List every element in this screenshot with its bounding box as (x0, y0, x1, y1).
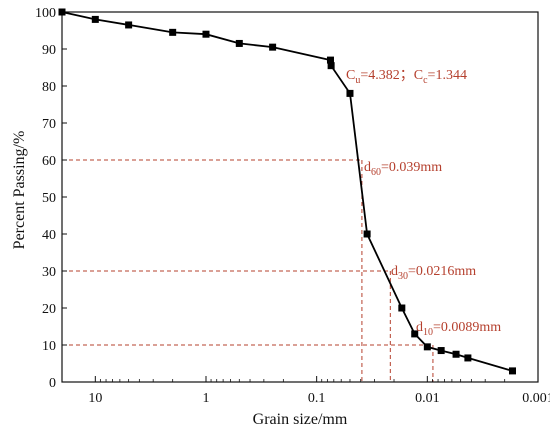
data-point (91, 15, 99, 23)
y-tick-label: 70 (42, 117, 56, 132)
y-tick-label: 60 (42, 154, 56, 169)
d60-subscript: 60 (371, 167, 381, 178)
cc-symbol: C (414, 68, 423, 83)
data-point (202, 30, 210, 38)
y-tick-label: 80 (42, 80, 56, 95)
x-tick-label: 10 (88, 391, 102, 406)
data-point (346, 89, 354, 97)
d60-symbol: d (364, 160, 371, 175)
data-point (398, 304, 406, 312)
data-point (411, 330, 419, 338)
coefficients-separator: ； (400, 68, 414, 83)
d10-annotation: d10=0.0089mm (416, 320, 501, 338)
d30-symbol: d (391, 264, 398, 279)
d10-subscript: 10 (423, 327, 433, 338)
data-point (437, 347, 445, 355)
data-point (363, 230, 371, 238)
d60-value: =0.039mm (381, 160, 442, 175)
x-tick-label: 1 (202, 391, 209, 406)
cu-symbol: C (346, 68, 355, 83)
x-tick-label: 0.001 (522, 391, 550, 406)
d10-value: =0.0089mm (433, 320, 501, 335)
cc-value: =1.344 (428, 68, 467, 83)
data-point (452, 350, 460, 358)
data-point (269, 43, 277, 51)
data-point (169, 28, 177, 36)
cu-value: =4.382 (360, 68, 399, 83)
cu-subscript: u (355, 75, 360, 86)
data-point (125, 21, 133, 29)
y-tick-label: 40 (42, 228, 56, 243)
data-point (326, 56, 334, 64)
y-tick-label: 20 (42, 302, 56, 317)
data-series (58, 8, 516, 375)
y-tick-label: 100 (35, 6, 56, 21)
y-tick-label: 30 (42, 265, 56, 280)
data-point (58, 8, 66, 16)
d30-annotation: d30=0.0216mm (391, 264, 476, 282)
y-axis-ticks: 0 10 20 30 40 50 60 70 80 90 100 (35, 6, 67, 391)
data-point (327, 62, 335, 70)
d10-symbol: d (416, 320, 423, 335)
d60-annotation: d60=0.039mm (364, 160, 442, 178)
y-tick-label: 90 (42, 43, 56, 58)
coefficients-annotation: Cu=4.382；Cc=1.344 (346, 68, 467, 86)
cc-subscript: c (423, 75, 428, 86)
x-axis-label: Grain size/mm (253, 411, 348, 428)
data-point (235, 39, 243, 47)
x-axis-ticks: 10 1 0.1 0.01 0.001 (61, 376, 550, 406)
y-tick-label: 0 (49, 376, 56, 391)
x-tick-label: 0.1 (308, 391, 326, 406)
y-tick-label: 10 (42, 339, 56, 354)
y-axis-label: Percent Passing/% (11, 131, 28, 250)
data-point (423, 343, 431, 351)
y-tick-label: 50 (42, 191, 56, 206)
x-tick-label: 0.01 (415, 391, 440, 406)
data-point (508, 367, 516, 375)
d30-subscript: 30 (398, 271, 408, 282)
data-point (464, 354, 472, 362)
d30-value: =0.0216mm (408, 264, 476, 279)
